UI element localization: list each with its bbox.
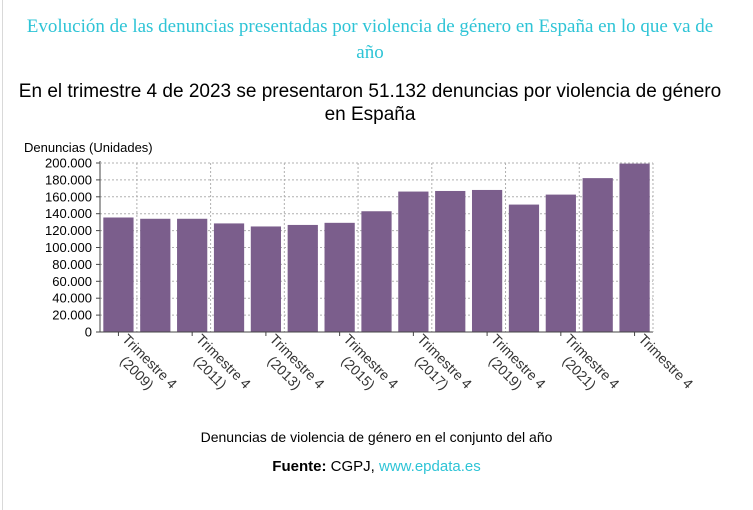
- bar-2012: [213, 223, 245, 332]
- bar-2016: [361, 211, 392, 332]
- y-tick-label: 100.000: [45, 240, 92, 255]
- bar-2022: [582, 178, 613, 332]
- source-label: Fuente:: [272, 458, 327, 475]
- y-tick-label: 20.000: [52, 308, 92, 323]
- bars: [103, 163, 650, 332]
- source-line: Fuente: CGPJ, www.epdata.es: [0, 458, 753, 475]
- y-axis-label: Denuncias (Unidades): [24, 140, 153, 155]
- y-tick-label: 120.000: [45, 223, 92, 238]
- y-tick-label: 0: [85, 325, 92, 340]
- page-border: [2, 0, 3, 510]
- source-name: CGPJ,: [330, 458, 375, 475]
- bar-2018: [435, 190, 466, 332]
- y-tick-label: 80.000: [52, 257, 92, 272]
- y-tick-label: 160.000: [45, 189, 92, 204]
- source-link[interactable]: www.epdata.es: [378, 458, 481, 475]
- x-tick-label: Trimestre 4(2021): [560, 331, 623, 393]
- x-tick-label: Trimestre 4(2017): [412, 331, 475, 393]
- x-tick-label: Trimestre 4(2011): [191, 331, 254, 392]
- bar-2009: [103, 217, 134, 332]
- bar-2023: [619, 163, 650, 332]
- x-ticks: Trimestre 4(2009) Trimestre 4(2011) Trimes…: [117, 331, 696, 393]
- y-tick-label: 180.000: [45, 172, 92, 187]
- bar-2010: [140, 218, 171, 332]
- x-axis-label: Denuncias de violencia de género en el c…: [200, 429, 553, 445]
- bar-2017: [398, 191, 429, 332]
- bar-2013: [250, 226, 282, 332]
- x-tick-label: Trimestre 4(2013): [265, 331, 328, 393]
- bar-2019: [471, 189, 503, 332]
- chart-title: Evolución de las denuncias presentadas p…: [26, 16, 714, 63]
- x-tick-label: Trimestre 4(2015): [338, 331, 401, 393]
- bar-2015: [324, 222, 355, 332]
- y-ticks: 0 20.000 40.000 60.000 80.000 100.000 120.000 1…: [45, 156, 100, 340]
- x-tick-label: Trimestre 4: [635, 331, 696, 392]
- bar-2021: [545, 194, 576, 332]
- bar-chart: Denuncias (Unidades) 0 20.000 40.000 60.000…: [24, 140, 697, 393]
- x-tick-label: Trimestre 4(2009): [117, 331, 180, 393]
- x-tick-label-line1: Trimestre 4: [635, 331, 696, 392]
- y-tick-label: 60.000: [52, 274, 92, 289]
- chart-subtitle: En el trimestre 4 de 2023 se presentaron…: [18, 81, 722, 125]
- y-tick-label: 200.000: [45, 156, 92, 171]
- x-tick-label: Trimestre 4(2019): [486, 331, 549, 393]
- bar-2014: [287, 224, 318, 332]
- bar-2011: [177, 218, 208, 332]
- y-tick-label: 140.000: [45, 206, 92, 221]
- y-tick-label: 40.000: [52, 291, 92, 306]
- bar-2020: [508, 204, 540, 332]
